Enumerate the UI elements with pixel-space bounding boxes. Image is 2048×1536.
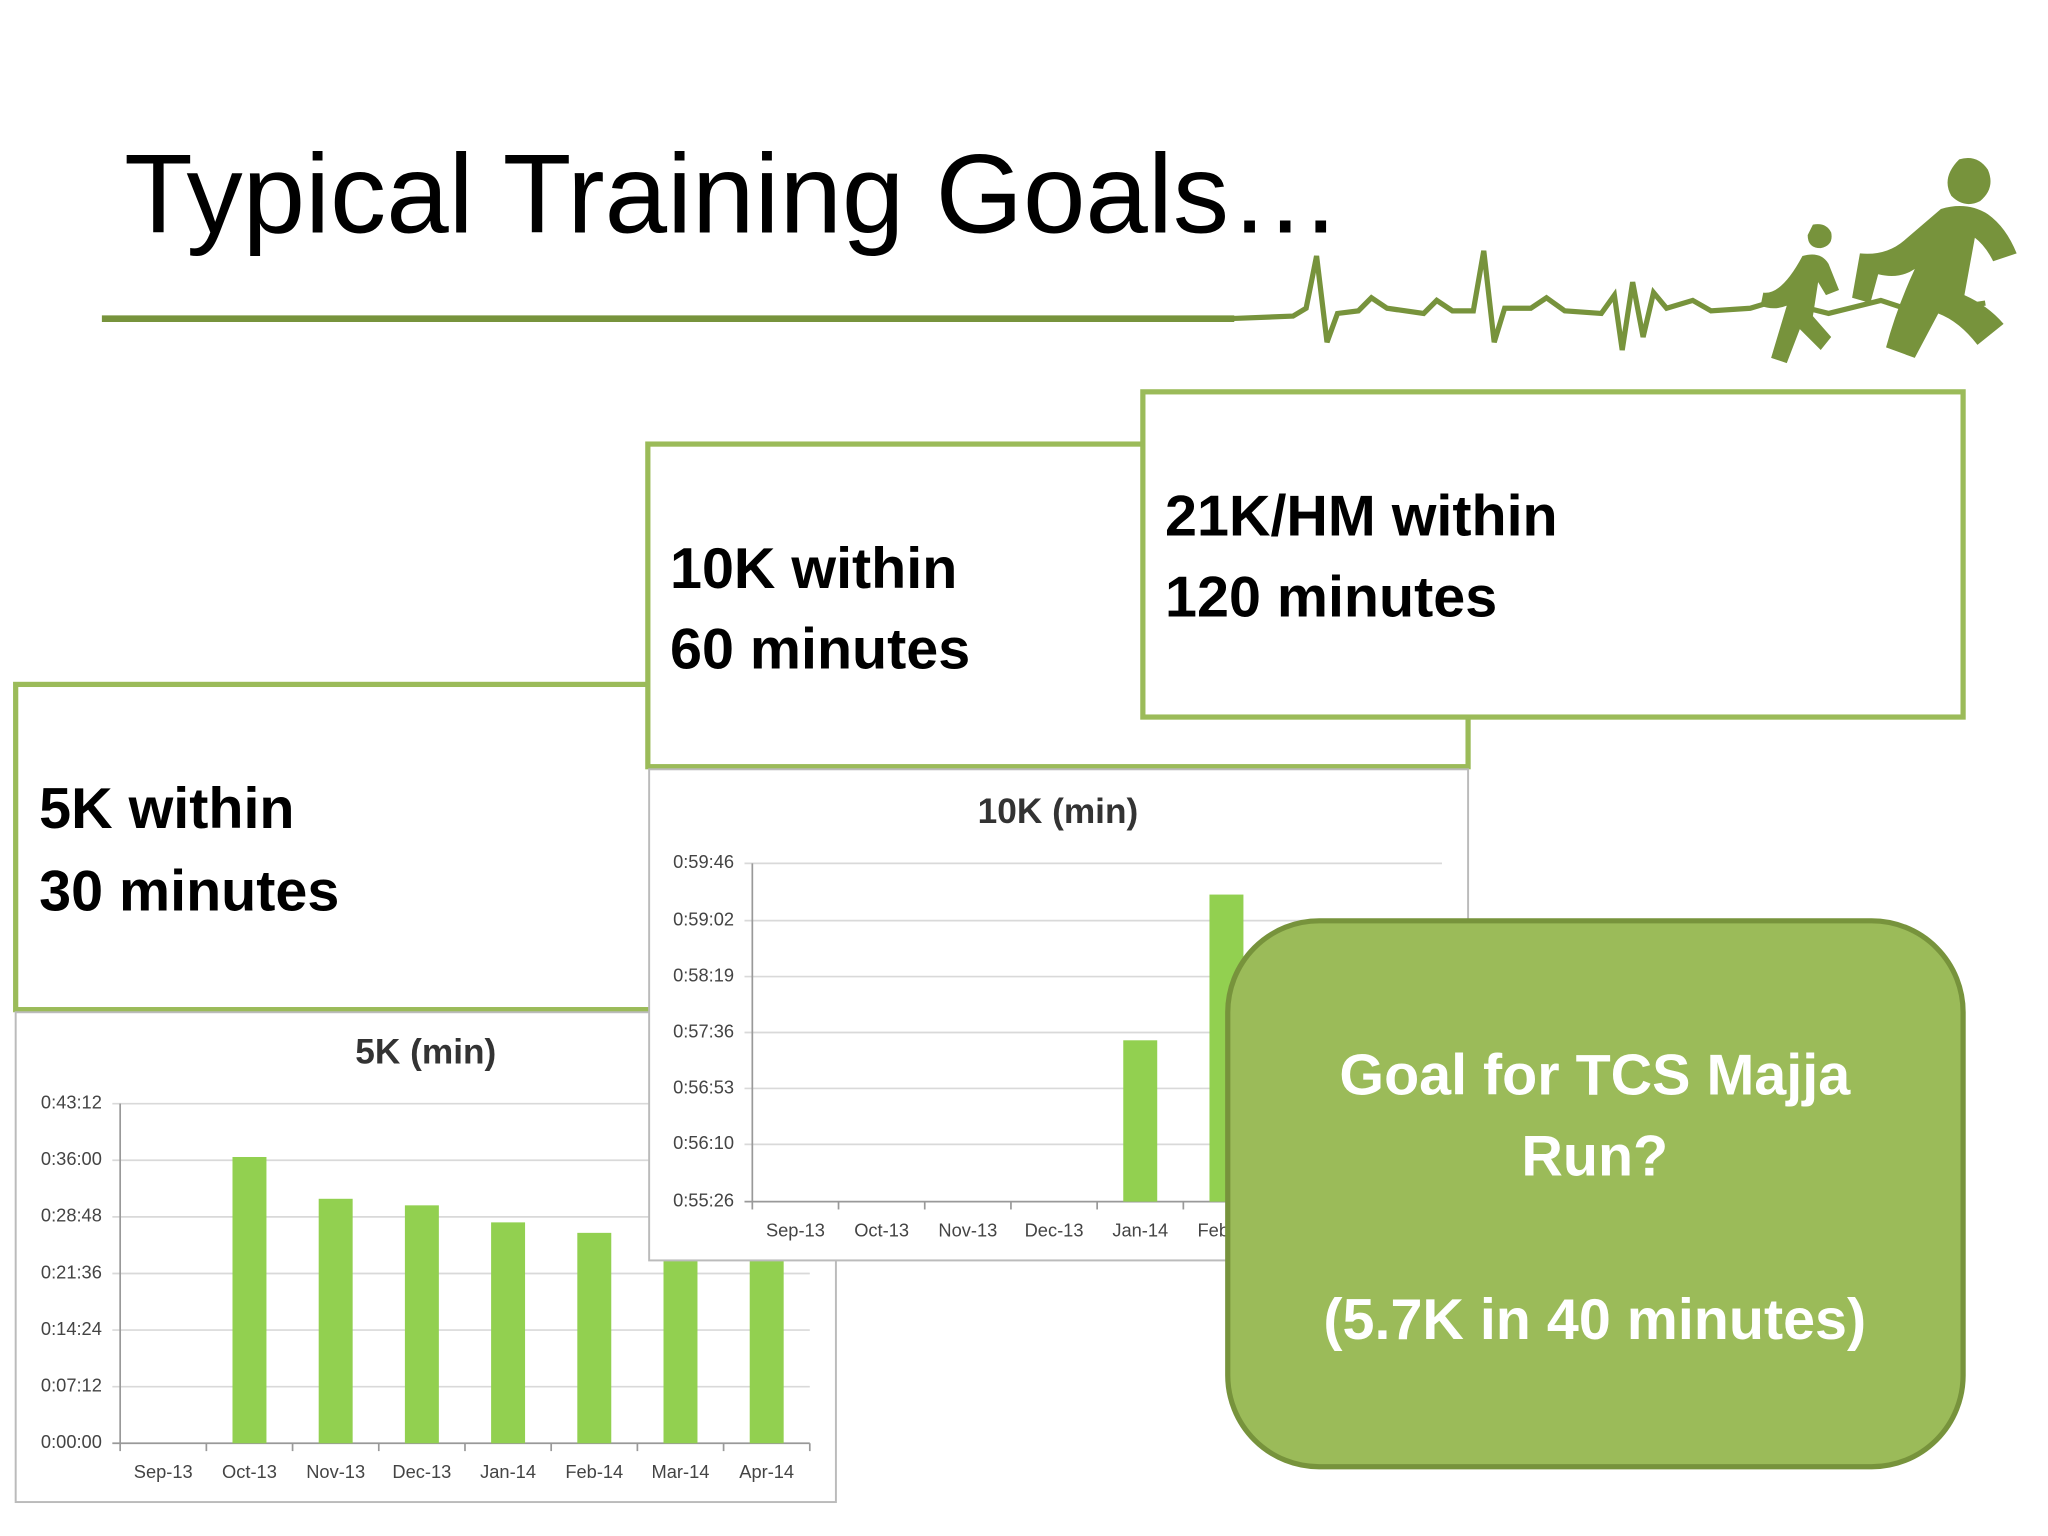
y-tick-label: 0:00:00 xyxy=(41,1431,102,1452)
x-tick-label: Mar-14 xyxy=(652,1461,710,1482)
y-tick-label: 0:21:36 xyxy=(41,1261,102,1282)
runner-small xyxy=(1760,224,1840,364)
y-tick-label: 0:43:12 xyxy=(41,1092,102,1113)
x-tick-label: Jan-14 xyxy=(480,1461,536,1482)
callout: Goal for TCS Majja Run? (5.7K in 40 minu… xyxy=(1225,918,1966,1470)
goal-line: 5K within xyxy=(39,777,294,841)
callout-box xyxy=(1225,918,1966,1470)
runner-large xyxy=(1852,158,2017,358)
goal-line: 30 minutes xyxy=(39,859,339,923)
x-tick-label: Nov-13 xyxy=(306,1461,365,1482)
goal-line: 60 minutes xyxy=(670,618,970,682)
x-tick-label: Sep-13 xyxy=(766,1220,825,1241)
goal-line: 21K/HM within xyxy=(1165,485,1558,549)
goal-line: 120 minutes xyxy=(1165,565,1497,629)
x-tick-label: Dec-13 xyxy=(1025,1220,1084,1241)
bar xyxy=(577,1232,612,1444)
bar xyxy=(232,1156,267,1444)
bar xyxy=(663,1238,698,1444)
x-tick-label: Sep-13 xyxy=(134,1461,193,1482)
x-tick-label: Nov-13 xyxy=(938,1220,997,1241)
x-tick-label: Jan-14 xyxy=(1112,1220,1168,1241)
x-tick-label: Feb-14 xyxy=(565,1461,623,1482)
chart-title: 5K (min) xyxy=(355,1032,496,1071)
x-tick-label: Oct-13 xyxy=(854,1220,909,1241)
x-tick-label: Oct-13 xyxy=(222,1461,277,1482)
y-tick-label: 0:56:53 xyxy=(673,1076,734,1097)
y-tick-label: 0:58:19 xyxy=(673,964,734,985)
y-tick-label: 0:59:46 xyxy=(673,851,734,872)
y-tick-label: 0:56:10 xyxy=(673,1132,734,1153)
y-tick-label: 0:07:12 xyxy=(41,1374,102,1395)
slide-title: Typical Training Goals… xyxy=(124,130,1341,256)
y-tick-label: 0:14:24 xyxy=(41,1318,102,1339)
x-tick-label: Apr-14 xyxy=(739,1461,794,1482)
bar xyxy=(749,1246,784,1444)
goal-line: 10K within xyxy=(670,537,957,601)
y-tick-label: 0:36:00 xyxy=(41,1148,102,1169)
x-tick-label: Dec-13 xyxy=(392,1461,451,1482)
goal-box: 21K/HM within 120 minutes xyxy=(1140,389,1966,720)
callout-line: Run? xyxy=(1521,1125,1668,1189)
goal-frame xyxy=(1140,389,1966,720)
bar xyxy=(1123,1040,1158,1202)
bar xyxy=(404,1205,439,1444)
y-tick-label: 0:28:48 xyxy=(41,1205,102,1226)
heartbeat xyxy=(1227,250,1986,351)
y-tick-label: 0:55:26 xyxy=(673,1189,734,1210)
y-tick-label: 0:59:02 xyxy=(673,908,734,929)
bar xyxy=(491,1222,526,1444)
y-tick-label: 0:57:36 xyxy=(673,1020,734,1041)
chart-title: 10K (min) xyxy=(978,792,1139,831)
callout-line: Goal for TCS Majja xyxy=(1339,1044,1851,1108)
bar xyxy=(318,1198,353,1444)
callout-line: (5.7K in 40 minutes) xyxy=(1323,1288,1866,1352)
